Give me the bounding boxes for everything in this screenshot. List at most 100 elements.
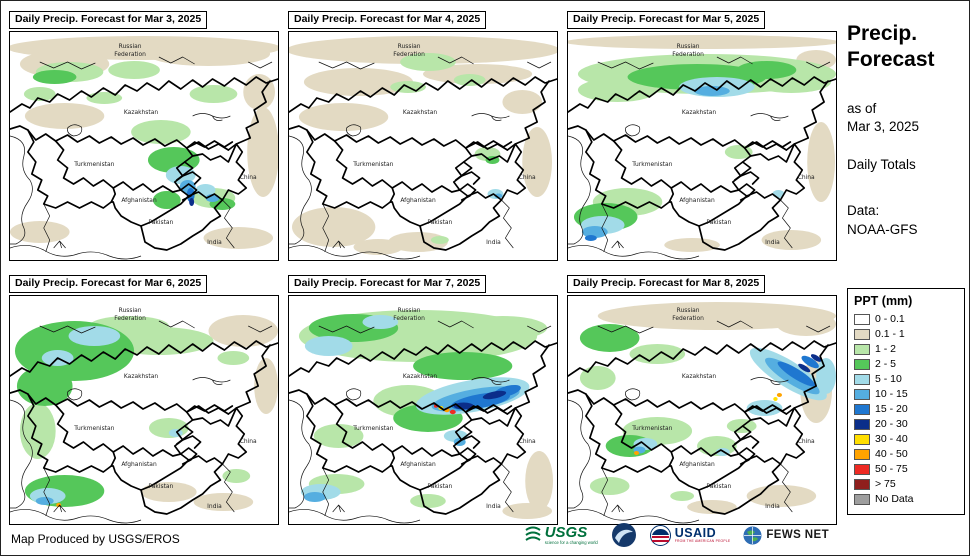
svg-text:Afghanistan: Afghanistan: [679, 461, 715, 468]
legend-item: 2 - 5: [854, 358, 958, 370]
svg-text:India: India: [486, 503, 501, 510]
legend-item: 1 - 2: [854, 343, 958, 355]
svg-text:Pakistan: Pakistan: [427, 483, 452, 490]
svg-text:Turkmenistan: Turkmenistan: [73, 425, 114, 432]
forecast-panel-mar8: Daily Precip. Forecast for Mar 8, 2025 R…: [567, 273, 837, 525]
panel-title: Daily Precip. Forecast for Mar 5, 2025: [567, 11, 766, 29]
svg-text:Afghanistan: Afghanistan: [400, 461, 436, 468]
legend-rows: 0 - 0.1 0.1 - 1 1 - 2 2 - 5 5 - 10 10 - 15 15 …: [854, 313, 958, 505]
svg-text:Afghanistan: Afghanistan: [679, 197, 715, 204]
precip-raster: [579, 302, 836, 514]
svg-text:China: China: [240, 174, 257, 181]
sidebar-title: Precip. Forecast: [847, 21, 967, 74]
svg-text:Russian: Russian: [677, 43, 700, 50]
legend-label: 40 - 50: [875, 448, 908, 460]
legend-label: 0 - 0.1: [875, 313, 905, 325]
svg-text:Russian: Russian: [398, 307, 421, 314]
svg-text:Pakistan: Pakistan: [148, 483, 173, 490]
precip-raster: [10, 36, 278, 249]
usaid-wordmark: USAID: [674, 525, 717, 540]
panel-title: Daily Precip. Forecast for Mar 6, 2025: [9, 275, 208, 293]
map-canvas: Russian Federation Kazakhstan Turkmenistan C…: [567, 31, 837, 261]
usgs-logo: USGS science for a changing world: [525, 524, 598, 546]
legend-label: 5 - 10: [875, 373, 902, 385]
legend-label: 30 - 40: [875, 433, 908, 445]
map-canvas: Russian Federation Kazakhstan Turkmenistan C…: [9, 31, 279, 261]
forecast-panel-mar4: Daily Precip. Forecast for Mar 4, 2025 R…: [288, 9, 558, 261]
forecast-panel-mar6: Daily Precip. Forecast for Mar 6, 2025 R…: [9, 273, 279, 525]
fewsnet-wordmark: FEWS NET: [766, 529, 829, 541]
legend-label: 10 - 15: [875, 388, 908, 400]
legend-item: 40 - 50: [854, 448, 958, 460]
forecast-panel-mar7: Daily Precip. Forecast for Mar 7, 2025 R…: [288, 273, 558, 525]
legend-swatch: [854, 463, 870, 475]
panel-title: Daily Precip. Forecast for Mar 4, 2025: [288, 11, 487, 29]
legend-item: 20 - 30: [854, 418, 958, 430]
svg-text:China: China: [798, 438, 815, 445]
legend-item: 5 - 10: [854, 373, 958, 385]
precip-legend: PPT (mm) 0 - 0.1 0.1 - 1 1 - 2 2 - 5 5 - 10 1…: [847, 288, 965, 515]
legend-swatch: [854, 358, 870, 370]
data-source: Data: NOAA-GFS: [847, 203, 918, 238]
usgs-tagline: science for a changing world: [544, 539, 598, 545]
noaa-logo: [611, 522, 637, 548]
map-canvas: Russian Federation Kazakhstan Turkmenistan C…: [288, 295, 558, 525]
svg-text:Federation: Federation: [114, 315, 146, 322]
precip-raster: [568, 35, 836, 252]
legend-item: 0.1 - 1: [854, 328, 958, 340]
svg-text:Afghanistan: Afghanistan: [121, 197, 157, 204]
svg-text:Kazakhstan: Kazakhstan: [124, 109, 158, 116]
maps-grid: Daily Precip. Forecast for Mar 3, 2025 R…: [9, 9, 839, 525]
usaid-logo: USAID FROM THE AMERICAN PEOPLE: [649, 524, 731, 546]
svg-text:China: China: [519, 174, 536, 181]
svg-text:Kazakhstan: Kazakhstan: [403, 109, 437, 116]
info-sidebar: Precip. Forecast as of Mar 3, 2025 Daily…: [847, 21, 967, 240]
svg-text:Afghanistan: Afghanistan: [121, 461, 157, 468]
precip-raster: [289, 36, 557, 255]
legend-swatch: [854, 418, 870, 430]
legend-item: No Data: [854, 493, 958, 505]
forecast-panel-mar3: Daily Precip. Forecast for Mar 3, 2025 R…: [9, 9, 279, 261]
usaid-emblem-icon: [649, 524, 671, 546]
legend-label: No Data: [875, 493, 914, 505]
usgs-wordmark: USGS: [544, 523, 588, 541]
svg-text:Pakistan: Pakistan: [706, 483, 731, 490]
legend-item: 0 - 0.1: [854, 313, 958, 325]
legend-title: PPT (mm): [854, 294, 913, 308]
svg-text:China: China: [240, 438, 257, 445]
legend-label: > 75: [875, 478, 896, 490]
fewsnet-globe-icon: [743, 526, 762, 544]
svg-text:Turkmenistan: Turkmenistan: [631, 425, 672, 432]
svg-text:India: India: [486, 239, 501, 246]
legend-label: 1 - 2: [875, 343, 897, 355]
svg-text:Turkmenistan: Turkmenistan: [73, 161, 114, 168]
legend-swatch: [854, 343, 870, 355]
legend-item: 30 - 40: [854, 433, 958, 445]
legend-label: 15 - 20: [875, 403, 908, 415]
svg-text:Kazakhstan: Kazakhstan: [403, 373, 437, 380]
svg-text:Afghanistan: Afghanistan: [400, 197, 436, 204]
noaa-emblem-icon: [611, 523, 636, 547]
usgs-wave-icon: [525, 526, 541, 541]
svg-text:Kazakhstan: Kazakhstan: [682, 109, 716, 116]
svg-text:India: India: [207, 239, 222, 246]
svg-text:China: China: [798, 174, 815, 181]
legend-label: 20 - 30: [875, 418, 908, 430]
legend-label: 2 - 5: [875, 358, 897, 370]
legend-swatch: [854, 388, 870, 400]
svg-text:India: India: [207, 503, 222, 510]
legend-swatch: [854, 433, 870, 445]
map-canvas: Russian Federation Kazakhstan Turkmenistan C…: [9, 295, 279, 525]
svg-text:Russian: Russian: [398, 43, 421, 50]
svg-text:Russian: Russian: [119, 43, 142, 50]
legend-swatch: [854, 448, 870, 460]
svg-text:Federation: Federation: [672, 315, 704, 322]
svg-text:Kazakhstan: Kazakhstan: [682, 373, 716, 380]
svg-text:Russian: Russian: [119, 307, 142, 314]
